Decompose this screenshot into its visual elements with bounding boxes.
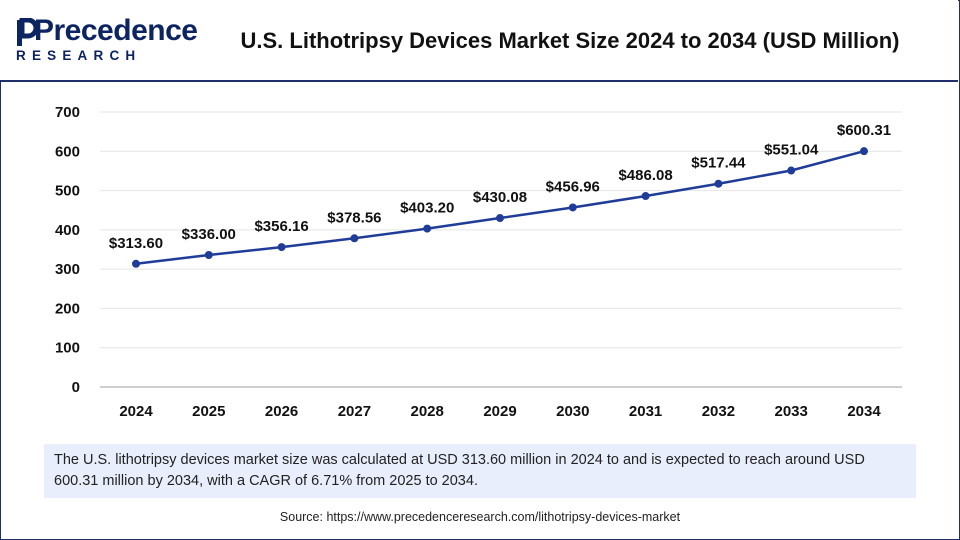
data-point xyxy=(860,147,868,156)
data-label: $456.96 xyxy=(546,178,600,195)
series-line-path xyxy=(135,149,865,266)
grid-lines xyxy=(100,111,902,349)
y-tick-label: 0 xyxy=(72,379,80,396)
y-tick-label: 500 xyxy=(55,183,80,200)
y-axis: 0 100 200 300 400 500 600 700 xyxy=(55,104,80,396)
data-point xyxy=(714,179,723,188)
logo-mark-icon xyxy=(17,18,36,46)
x-tick-label: 2030 xyxy=(556,403,589,420)
data-point xyxy=(787,166,796,175)
x-axis: 2024 2025 2026 2027 2028 2029 2030 2031 2032 2033… xyxy=(100,386,902,420)
y-tick-label: 300 xyxy=(55,261,80,278)
x-tick-label: 2025 xyxy=(192,403,225,420)
data-labels: $313.60 $336.00 $356.16 $378.56 $403.20 $430.… xyxy=(109,122,891,252)
data-point xyxy=(204,251,213,259)
brand-logo: Precedence RESEARCH xyxy=(14,14,198,64)
x-tick-label: 2026 xyxy=(265,403,298,420)
y-tick-label: 700 xyxy=(55,104,80,121)
y-tick-label: 200 xyxy=(55,300,80,317)
data-point xyxy=(423,224,432,233)
summary-text: The U.S. lithotripsy devices market size… xyxy=(54,452,865,489)
y-tick-label: 400 xyxy=(55,222,80,239)
data-point xyxy=(277,243,286,252)
data-label: $378.56 xyxy=(327,209,381,226)
data-label: $336.00 xyxy=(182,226,236,243)
data-point xyxy=(132,259,140,268)
x-tick-label: 2029 xyxy=(483,403,516,420)
x-tick-label: 2034 xyxy=(847,403,881,420)
x-tick-label: 2027 xyxy=(338,403,371,420)
logo-subtext: RESEARCH xyxy=(16,48,142,63)
x-tick-label: 2032 xyxy=(702,403,735,420)
data-label: $517.44 xyxy=(691,155,746,172)
data-point xyxy=(496,214,504,223)
data-label: $313.60 xyxy=(109,235,163,252)
summary-box: The U.S. lithotripsy devices market size… xyxy=(44,444,916,498)
data-label: $486.08 xyxy=(618,167,672,184)
x-tick-label: 2031 xyxy=(629,403,662,420)
data-point xyxy=(350,234,359,243)
y-tick-label: 600 xyxy=(55,143,80,160)
source-text: Source: https://www.precedenceresearch.c… xyxy=(279,510,681,524)
page-title: U.S. Lithotripsy Devices Market Size 202… xyxy=(240,28,900,53)
x-tick-label: 2024 xyxy=(119,403,153,420)
data-label: $551.04 xyxy=(764,142,819,159)
data-points xyxy=(132,147,868,268)
data-label: $430.08 xyxy=(473,189,527,206)
data-label: $403.20 xyxy=(400,200,454,217)
x-tick-label: 2028 xyxy=(411,403,444,420)
series-line xyxy=(135,149,865,266)
logo-wordmark: Precedence xyxy=(34,14,198,47)
data-point xyxy=(641,192,650,201)
y-tick-label: 100 xyxy=(55,340,80,357)
header: Precedence RESEARCH U.S. Lithotripsy Dev… xyxy=(0,0,958,82)
data-label: $600.31 xyxy=(837,122,891,139)
data-label: $356.16 xyxy=(254,218,308,235)
data-point xyxy=(568,203,577,212)
x-tick-label: 2033 xyxy=(775,403,808,420)
